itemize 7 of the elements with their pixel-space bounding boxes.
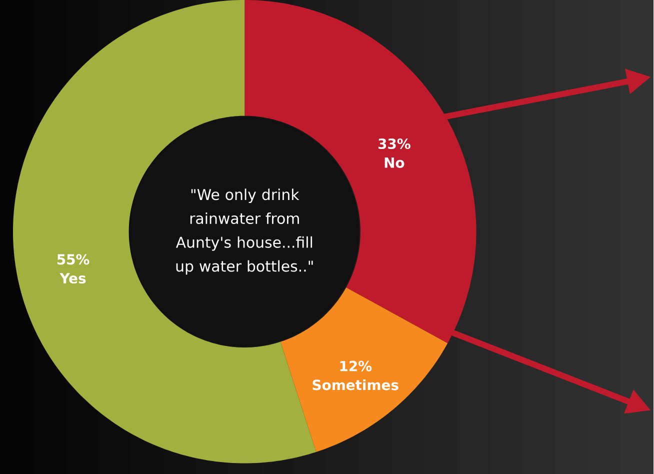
data-label: 33% [378,138,410,149]
data-label: 12% [340,360,372,372]
slice-label: No [384,157,404,168]
slice-label: Sometimes [312,379,398,390]
slice-label: Yes [60,273,86,284]
data-label: 55% [57,254,90,264]
text: "We only drink rainwater from Aunty's house...fill up water bottles.." [176,188,313,275]
